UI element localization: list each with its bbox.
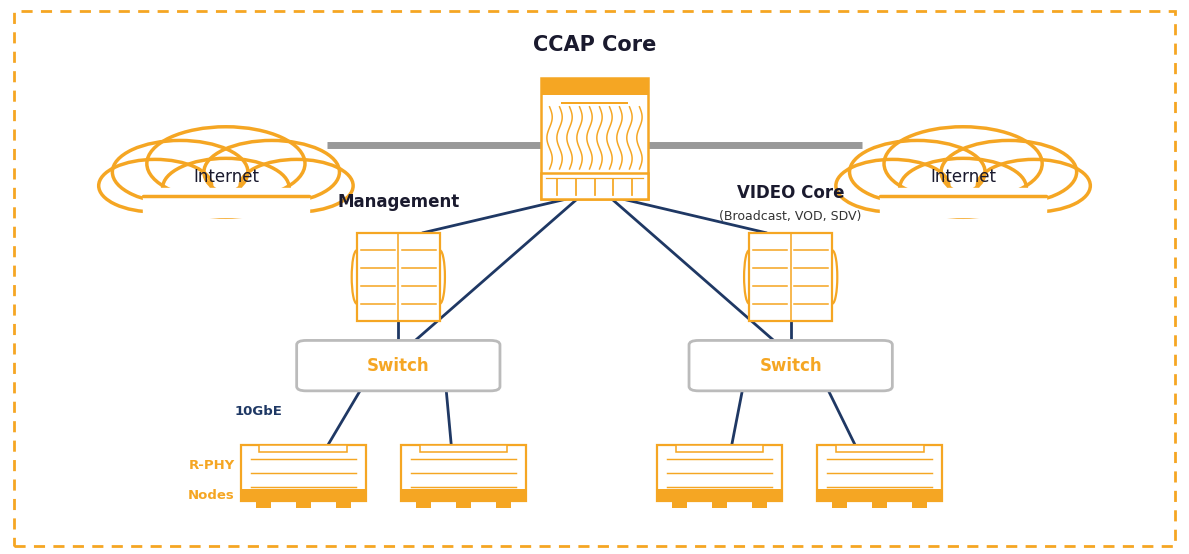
Text: Management: Management — [338, 193, 459, 211]
Text: Nodes: Nodes — [188, 489, 235, 502]
Text: R-PHY: R-PHY — [189, 459, 235, 472]
Text: Internet: Internet — [930, 168, 996, 186]
Text: Switch: Switch — [367, 357, 429, 375]
Bar — [672, 499, 687, 509]
Bar — [751, 499, 767, 509]
Bar — [416, 499, 432, 509]
FancyBboxPatch shape — [688, 340, 892, 391]
Bar — [880, 188, 1046, 217]
Bar — [541, 78, 648, 199]
Text: (Broadcast, VOD, SDV): (Broadcast, VOD, SDV) — [719, 210, 862, 223]
Circle shape — [942, 141, 1077, 203]
Bar — [256, 499, 271, 509]
Circle shape — [900, 158, 1026, 217]
Bar — [357, 233, 440, 321]
Circle shape — [849, 141, 984, 203]
Bar — [240, 489, 366, 501]
Bar — [541, 78, 648, 95]
Bar — [656, 444, 782, 501]
Text: Switch: Switch — [760, 357, 822, 375]
Bar — [457, 499, 471, 509]
Bar — [143, 188, 309, 217]
Bar — [402, 444, 526, 501]
Bar — [420, 444, 508, 452]
Circle shape — [112, 141, 247, 203]
Bar — [296, 499, 310, 509]
Circle shape — [163, 158, 289, 217]
Bar — [496, 499, 511, 509]
Bar — [712, 499, 726, 509]
Bar — [912, 499, 927, 509]
Bar — [873, 499, 887, 509]
Text: Internet: Internet — [193, 168, 259, 186]
Bar — [541, 173, 648, 199]
Bar — [335, 499, 351, 509]
Circle shape — [240, 160, 353, 212]
Bar — [818, 444, 942, 501]
Circle shape — [977, 160, 1090, 212]
Bar — [836, 444, 924, 452]
Bar — [259, 444, 347, 452]
Circle shape — [885, 127, 1042, 201]
Bar — [832, 499, 848, 509]
Text: CCAP Core: CCAP Core — [533, 35, 656, 55]
Bar — [818, 489, 942, 501]
Bar — [240, 444, 366, 501]
Circle shape — [836, 160, 949, 212]
Circle shape — [146, 127, 304, 201]
Bar — [402, 489, 526, 501]
Text: VIDEO Core: VIDEO Core — [737, 184, 844, 202]
Text: 10GbE: 10GbE — [235, 405, 283, 418]
Bar — [675, 444, 763, 452]
Bar — [749, 233, 832, 321]
Bar — [656, 489, 782, 501]
Circle shape — [205, 141, 340, 203]
FancyBboxPatch shape — [297, 340, 499, 391]
Circle shape — [99, 160, 212, 212]
